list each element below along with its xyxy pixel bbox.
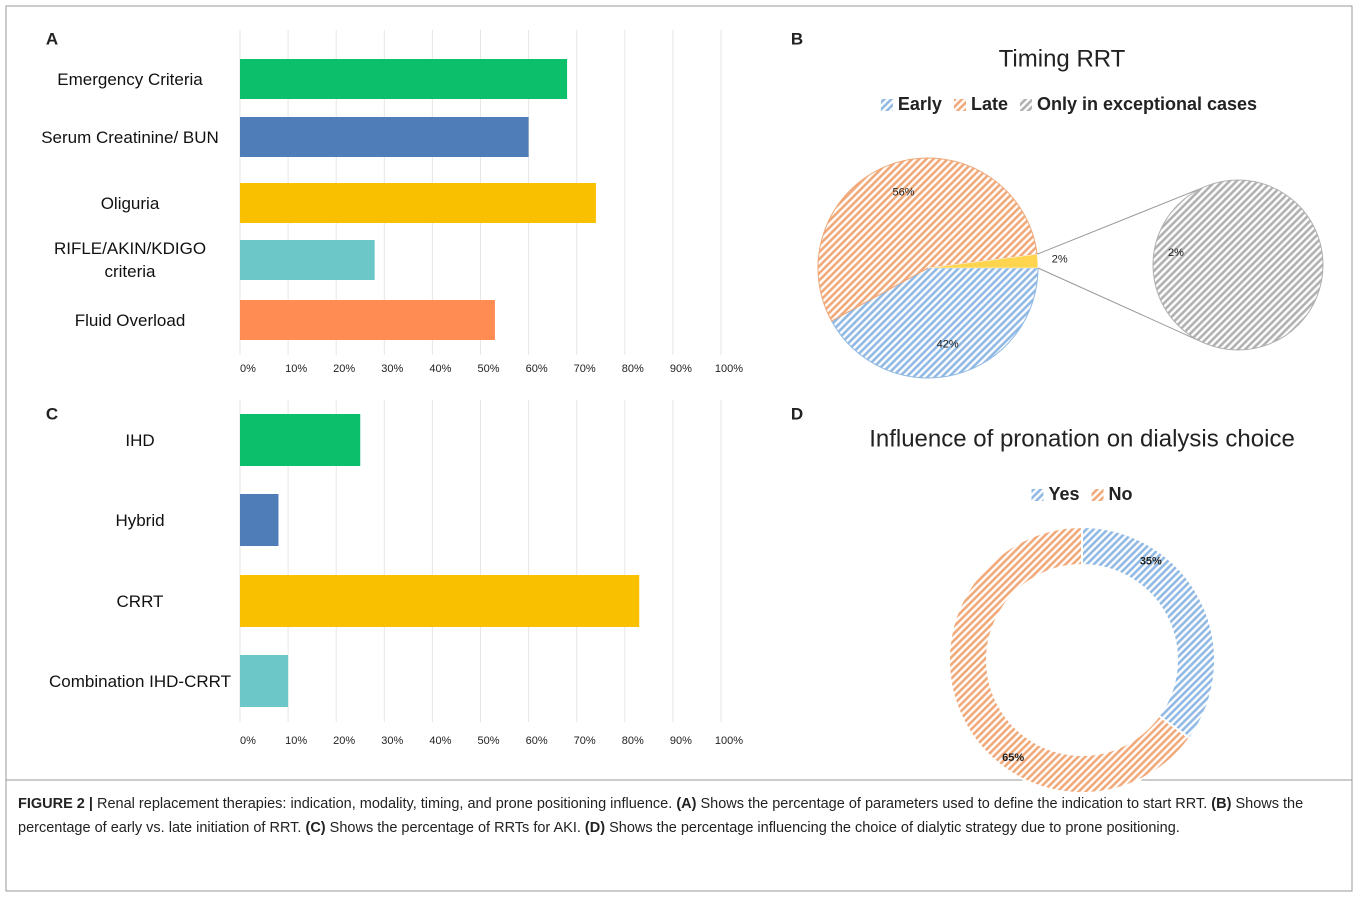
bar [240,117,529,157]
x-tick-label: 40% [429,363,451,375]
caption-text: (B) [1211,796,1232,812]
category-label: RIFLE/AKIN/KDIGO criteria [53,239,207,281]
category-label-box: RIFLE/AKIN/KDIGO criteria [53,239,207,281]
legend-label: Yes [1048,484,1079,504]
panel-letter: C [46,404,58,423]
value-label: 42% [937,339,959,351]
category-label: Combination IHD-CRRT [48,671,231,691]
chart-title: Timing RRT [999,45,1126,72]
caption-text: (C) [305,820,326,836]
legend-label: No [1109,484,1133,504]
category-label-box: Serum Creatinine/ BUN [41,127,219,147]
caption-text: (A) [676,796,697,812]
bar [240,414,361,466]
legend-swatch [953,99,966,111]
bar [240,655,289,707]
category-label-box: IHD [125,430,155,450]
legend-swatch [1091,489,1104,501]
pie-slice [927,253,1039,269]
category-label-box: Emergency Criteria [57,69,203,89]
caption-text: Shows the percentage of early vs. late i… [18,796,1304,836]
bar [240,300,495,340]
caption-text: Renal replacement therapies: indication,… [97,796,673,812]
x-tick-label: 90% [670,363,692,375]
caption-text: Shows the percentage influencing the cho… [609,820,1180,836]
category-label-box: Hybrid [115,510,165,530]
panel-letter: D [791,404,803,423]
value-label: 2% [1168,247,1184,259]
value-label: 56% [893,187,915,199]
bar [240,183,596,223]
x-tick-label: 10% [285,735,307,747]
panel-letter: A [46,29,58,48]
x-tick-label: 30% [381,735,403,747]
x-tick-label: 70% [574,735,596,747]
legend-label: Early [898,94,942,114]
figure-border [5,5,1353,892]
x-tick-label: 10% [285,363,307,375]
x-tick-label: 20% [333,735,355,747]
x-tick-label: 80% [622,735,644,747]
x-tick-label: 0% [240,735,256,747]
category-label: Oliguria [100,193,160,213]
bar [240,494,279,546]
x-tick-label: 100% [715,735,743,747]
connector-line [1036,187,1203,255]
x-tick-label: 40% [429,735,451,747]
x-tick-label: 50% [477,735,499,747]
pie-slice [817,157,1038,322]
x-tick-label: 60% [526,735,548,747]
x-tick-label: 0% [240,363,256,375]
connector-line [1037,267,1203,343]
category-label: CRRT [116,591,164,611]
category-label-box: Oliguria [100,193,160,213]
legend-swatch [1031,489,1044,501]
legend-label: Only in exceptional cases [1037,94,1257,114]
pie-slice [830,267,1039,379]
panel-letter: B [791,29,803,48]
value-label: 2% [1052,254,1068,266]
caption-text: (D) [584,820,606,836]
legend-label: Late [971,94,1008,114]
x-tick-label: 50% [477,363,499,375]
x-tick-label: 70% [574,363,596,375]
category-label: Emergency Criteria [57,69,203,89]
chart-title: Influence of pronation on dialysis choic… [869,425,1295,452]
caption-text: Shows the percentage of parameters used … [700,796,1208,812]
bar [240,59,568,99]
x-tick-label: 90% [670,735,692,747]
x-tick-label: 60% [526,363,548,375]
category-label: Serum Creatinine/ BUN [41,127,219,147]
x-tick-label: 20% [333,363,355,375]
caption-text: Shows the percentage of RRTs for AKI. [329,820,581,836]
category-label: Hybrid [115,510,165,530]
x-tick-label: 30% [381,363,403,375]
caption-box: FIGURE 2 | Renal replacement therapies: i… [18,792,1343,840]
legend: Early Late Only in exceptional cases [880,94,1257,114]
x-tick-label: 100% [715,363,743,375]
bar [240,240,375,280]
legend-swatch [1019,99,1032,111]
caption-text: FIGURE 2 | [18,796,93,812]
legend: Yes No [1031,484,1133,504]
secondary-pie [1152,179,1324,351]
category-label-box: Fluid Overload [74,310,186,330]
donut-segment [948,525,1191,794]
category-label-box: CRRT [116,591,164,611]
category-label: IHD [125,430,155,450]
value-label: 65% [1002,752,1024,764]
legend-swatch [880,99,893,111]
category-label-box: Combination IHD-CRRT [48,671,231,691]
x-tick-label: 80% [622,363,644,375]
bar [240,575,640,627]
value-label: 35% [1140,556,1162,568]
category-label: Fluid Overload [74,310,186,330]
caption: FIGURE 2 | Renal replacement therapies: i… [18,792,1343,840]
donut-segment [1081,525,1216,740]
